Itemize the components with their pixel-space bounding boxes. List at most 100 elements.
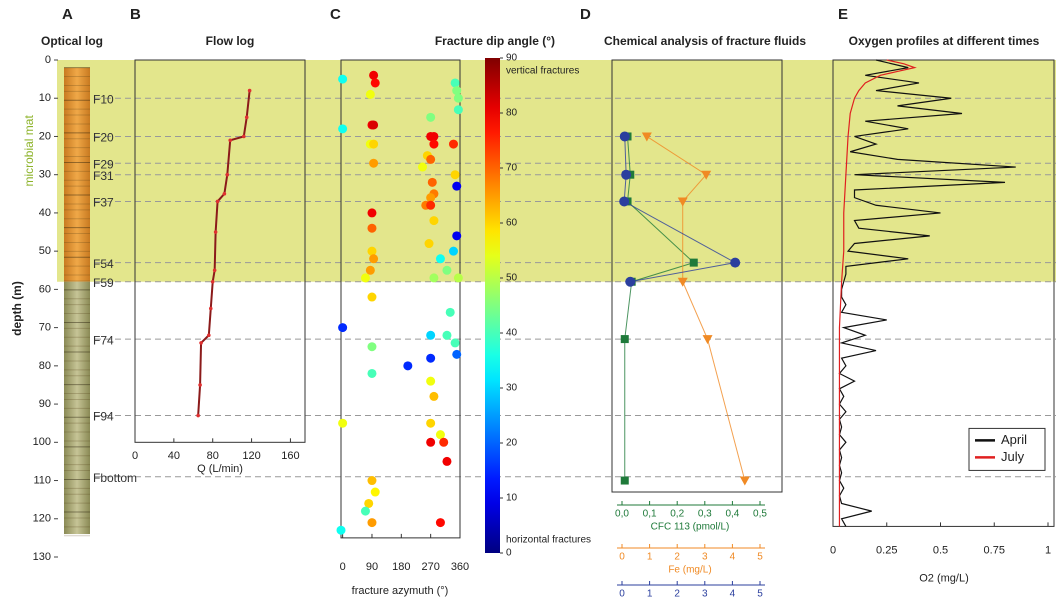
data-marker [625,276,636,287]
data-marker [620,476,629,485]
y-axis-label: depth (m) [10,281,24,336]
fracture-point [367,246,377,256]
data-marker [619,196,630,207]
fracture-point [424,239,434,249]
colorbar-tick-label: 70 [506,163,518,174]
fracture-label: F59 [93,276,114,290]
fracture-point [426,353,436,363]
flow-point [208,306,213,311]
fracture-point [364,498,374,508]
x-tick-label: 0,0 [615,509,629,520]
fracture-label: F31 [93,169,114,183]
colorbar [485,58,500,553]
fracture-point [448,246,458,256]
fracture-point [435,254,445,264]
fracture-point [426,330,436,340]
fracture-point [442,265,452,275]
x-tick-label: 0,1 [643,509,657,520]
y-tick-label: 30 [39,169,51,181]
colorbar-tick-label: 10 [506,493,518,504]
data-marker [730,257,741,268]
fracture-point [452,181,462,191]
fracture-point [426,437,436,447]
fracture-label: F20 [93,131,114,145]
flow-point [212,268,217,273]
colorbar-tick-label: 30 [506,383,518,394]
optical-log-bottom [64,281,90,535]
flow-point [213,230,218,234]
data-marker [620,335,629,344]
fracture-label: F10 [93,92,114,106]
x-tick-label: 0,4 [725,509,739,520]
x-tick-label: 0 [340,561,346,573]
y-tick-label: 100 [33,436,51,448]
y-tick-label: 60 [39,283,51,295]
x-tick-label: 4 [730,552,736,563]
fracture-point [427,177,437,187]
fracture-point [452,86,462,96]
panel-letter: B [130,6,141,23]
fracture-point [450,170,460,180]
x-tick-label: 0 [619,589,625,600]
y-tick-label: 10 [39,92,51,104]
flow-point [244,115,249,120]
data-marker [677,277,688,287]
panel-frame [611,59,783,493]
x-tick-label: 5 [757,552,763,563]
panel-letter: E [838,6,848,23]
panel-frame [134,59,306,443]
fracture-point [450,338,460,348]
panel-letter: A [62,6,73,23]
x-tick-label: 1 [647,589,653,600]
x-tick-label: 90 [366,561,378,573]
data-marker [739,476,750,486]
legend-box [968,427,1046,471]
data-marker [689,258,698,267]
fracture-point [453,93,463,103]
fracture-point [429,216,439,226]
data-marker [701,170,712,180]
x-tick-label: 0 [132,450,138,462]
x-axis-label: CFC 113 (pmol/L) [651,522,730,533]
flow-point [215,199,220,204]
flow-point [210,279,215,284]
x-tick-label: 3 [702,589,708,600]
colorbar-tick-label: 50 [506,273,518,284]
oxygen-line [838,59,917,527]
x-tick-label: 1 [1045,544,1051,556]
fracture-point [369,139,379,149]
x-tick-label: 0.75 [984,544,1005,556]
y-tick-label: 0 [45,54,51,66]
fracture-point [365,89,375,99]
fracture-point [426,376,436,386]
fracture-point [426,200,436,210]
flow-point [207,333,211,338]
fracture-label: F29 [93,157,114,171]
fracture-point [338,124,348,134]
fracture-point [367,342,377,352]
profile-line [646,136,746,481]
x-tick-label: 0 [619,552,625,563]
fracture-point [338,418,348,428]
data-marker [621,169,632,180]
fracture-point [439,437,449,447]
x-axis-label: Fe (mg/L) [668,565,711,576]
fracture-point [365,265,375,275]
x-tick-label: 0,5 [753,509,767,520]
x-tick-label: 4 [730,589,736,600]
fracture-point [426,131,436,141]
x-tick-label: 270 [421,561,439,573]
colorbar-tick-label: 80 [506,108,518,119]
fracture-point [442,456,452,466]
colorbar-label: vertical fractures [506,66,579,77]
flow-point [242,134,246,139]
fracture-point [452,231,462,241]
colorbar-tick-label: 20 [506,438,518,449]
y-tick-label: 40 [39,207,51,219]
fracture-point [369,254,379,264]
fracture-point [445,307,455,317]
x-tick-label: 360 [451,561,469,573]
x-tick-label: 40 [168,450,180,462]
